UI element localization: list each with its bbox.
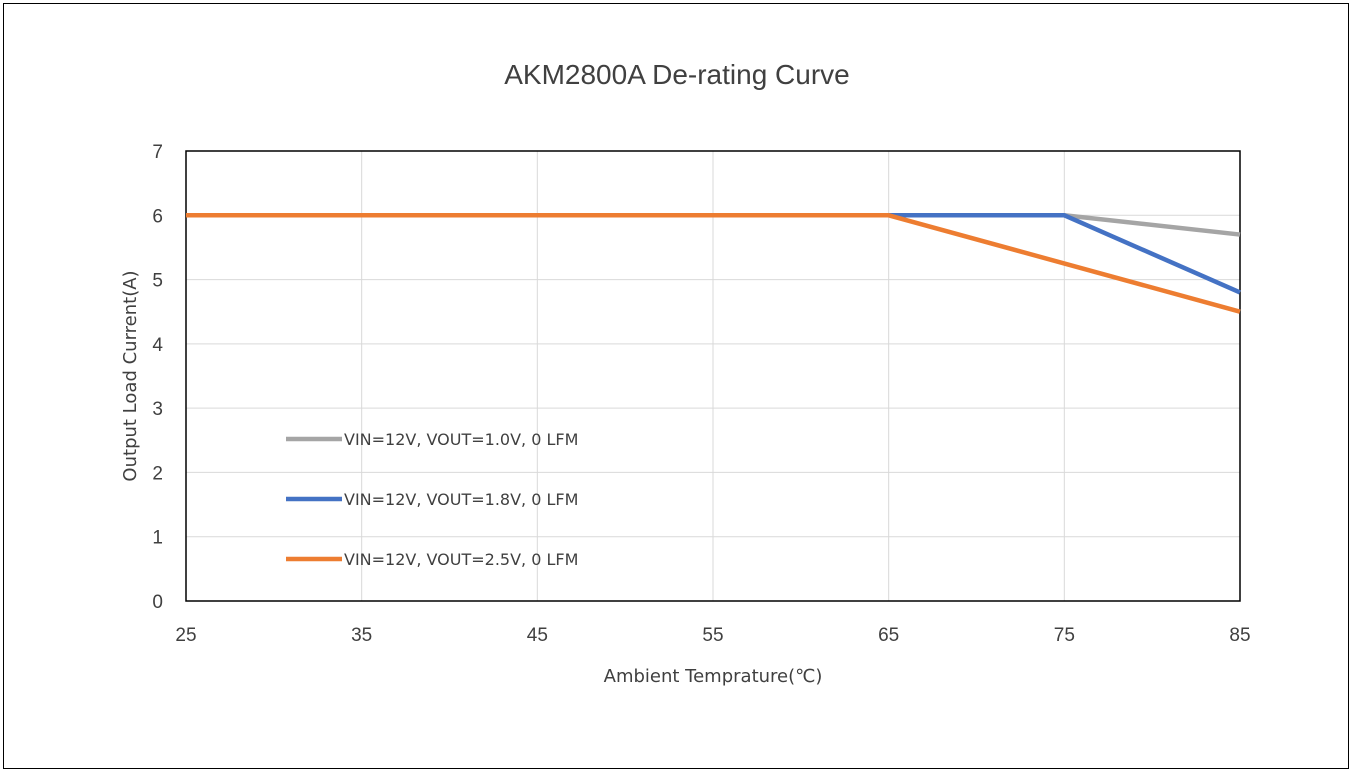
y-axis-label: Output Load Current(A) <box>120 270 141 481</box>
x-tick-label: 85 <box>1229 625 1250 646</box>
legend-label-2: VIN=12V, VOUT=1.8V, 0 LFM <box>344 490 578 509</box>
y-tick-label: 4 <box>152 335 163 356</box>
y-axis-ticks: 0 1 2 3 4 5 6 7 <box>152 142 163 613</box>
chart-frame <box>3 3 1349 769</box>
x-axis-label: Ambient Temprature(℃) <box>604 666 823 687</box>
x-tick-label: 35 <box>351 625 372 646</box>
x-tick-label: 65 <box>878 625 899 646</box>
y-tick-label: 5 <box>152 271 163 292</box>
x-tick-label: 75 <box>1054 625 1075 646</box>
chart-title: AKM2800A De-rating Curve <box>504 59 850 90</box>
y-tick-label: 7 <box>152 142 163 163</box>
series-lines <box>186 213 1241 314</box>
x-axis-ticks: 25 35 45 55 65 75 85 <box>175 625 1250 646</box>
legend: VIN=12V, VOUT=1.0V, 0 LFM VIN=12V, VOUT=1… <box>286 430 578 569</box>
series-line-3 <box>186 213 1241 314</box>
y-tick-label: 1 <box>152 528 163 549</box>
plot-area-border <box>185 150 1241 602</box>
legend-label-3: VIN=12V, VOUT=2.5V, 0 LFM <box>344 550 578 569</box>
x-tick-label: 45 <box>527 625 548 646</box>
legend-label-1: VIN=12V, VOUT=1.0V, 0 LFM <box>344 430 578 449</box>
y-tick-label: 3 <box>152 399 163 420</box>
y-tick-label: 0 <box>152 592 163 613</box>
y-tick-label: 6 <box>152 206 163 227</box>
x-tick-label: 55 <box>702 625 723 646</box>
x-tick-label: 25 <box>175 625 196 646</box>
y-tick-label: 2 <box>152 463 163 484</box>
